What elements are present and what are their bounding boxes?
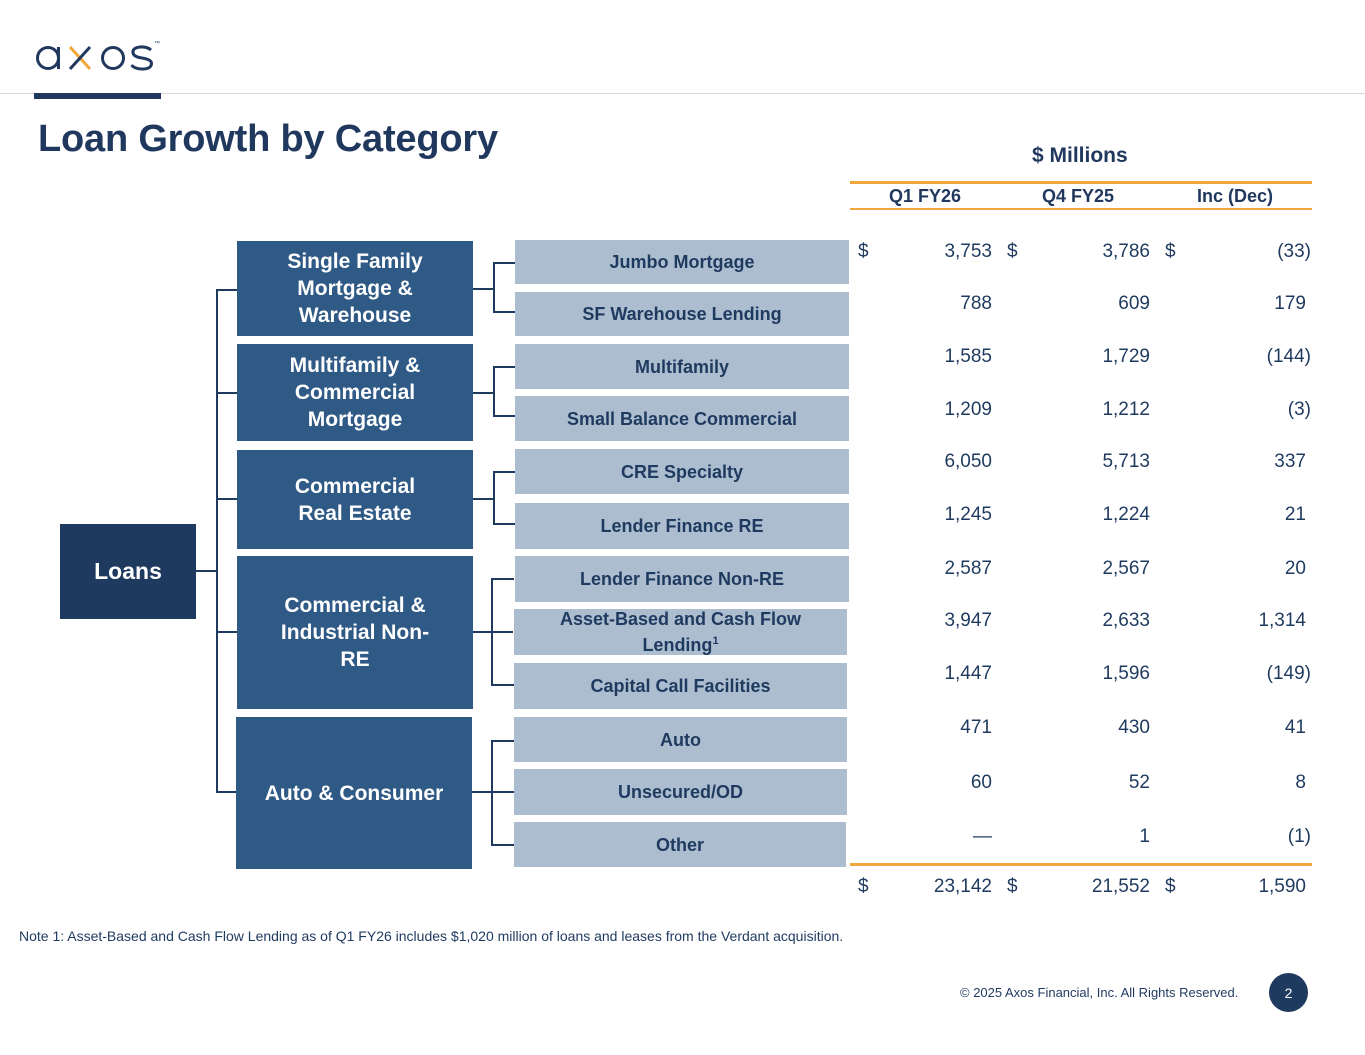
sub-label-wrap: Asset-Based and Cash Flow Lending1 [551,608,811,656]
sub-other: Other [514,822,846,867]
sub-label: Auto [660,729,701,750]
cell-inc-dec: 20 [1284,558,1306,579]
sub-label: Multifamily [634,356,729,377]
sub-label: Other [655,834,704,855]
category-label: Auto & Consumer [264,781,444,805]
total-rule [850,863,1312,866]
cell-q1-fy26: 2,587 [944,558,992,579]
logo-underline-bar [34,93,161,99]
category-single-family: Single Family Mortgage & Warehouse [237,241,473,336]
sub-sf-warehouse-lending: SF Warehouse Lending [515,292,849,336]
cell-q1-fy26: 1,585 [944,346,992,367]
cell-q4-fy25: 3,786 [1102,241,1150,262]
cell-q4-fy25: 1,224 [1102,504,1150,525]
cell-q4-fy25: 1 [1139,826,1150,847]
cell-inc-dec: (144) [1266,346,1311,367]
cell-inc-dec: 337 [1274,451,1306,472]
sub-label: Lender Finance Non-RE [579,569,785,589]
currency-symbol: $ [858,876,869,897]
category-commercial-industrial: Commercial & Industrial Non-RE [237,556,473,709]
cell-inc-dec: (33) [1277,241,1311,262]
cell-q4-fy25: 52 [1128,772,1150,793]
cell-inc-dec: 8 [1295,772,1306,793]
cell-inc-dec: (3) [1287,399,1311,420]
page-number: 2 [1269,973,1308,1012]
sub-label: Lender Finance RE [600,516,764,536]
currency-symbol: $ [858,241,869,262]
total-q1-fy26: 23,142 [933,876,992,897]
sub-multifamily: Multifamily [515,344,849,389]
axos-logo-graphic [36,45,153,71]
currency-symbol: $ [1165,241,1176,262]
sub-label: Asset-Based and Cash Flow Lending [559,609,802,655]
category-commercial-real-estate: Commercial Real Estate [237,450,473,549]
sub-label: Jumbo Mortgage [609,252,755,272]
column-header-q4-fy25: Q4 FY25 [1041,186,1115,206]
footnote: Note 1: Asset-Based and Cash Flow Lendin… [19,928,844,944]
cell-q4-fy25: 1,212 [1102,399,1150,420]
cell-q1-fy26: 1,447 [944,663,992,684]
cell-inc-dec: 179 [1274,293,1306,314]
cell-q4-fy25: 1,729 [1102,346,1150,367]
cell-q1-fy26: 60 [970,772,992,793]
cell-inc-dec: (1) [1287,826,1311,847]
cell-q4-fy25: 2,633 [1102,610,1150,631]
currency-symbol: $ [1007,241,1018,262]
cell-q1-fy26: 1,245 [944,504,992,525]
cell-q4-fy25: 430 [1118,717,1150,738]
logo-trademark: ™ [154,41,160,47]
total-inc-dec: 1,590 [1258,876,1306,897]
column-header-q1-fy26: Q1 FY26 [888,186,962,206]
cell-q4-fy25: 609 [1118,293,1150,314]
sub-cre-specialty: CRE Specialty [515,449,849,494]
page-title: Loan Growth by Category [38,118,498,160]
category-label: Commercial Real Estate [294,474,416,525]
cell-inc-dec: 1,314 [1258,610,1306,631]
column-header-inc-dec: Inc (Dec) [1196,186,1274,206]
cell-q1-fy26: 788 [960,293,992,314]
cell-q4-fy25: 5,713 [1102,451,1150,472]
category-auto-consumer: Auto & Consumer [236,717,472,869]
cell-q1-fy26: 3,947 [944,610,992,631]
cell-q4-fy25: 1,596 [1102,663,1150,684]
sub-label: Small Balance Commercial [566,408,798,429]
footnote-marker: 1 [712,635,719,647]
loans-root-box: Loans [60,524,196,619]
cell-q1-fy26: 471 [960,717,992,738]
cell-q1-fy26: 3,753 [944,241,992,262]
sub-label: Capital Call Facilities [590,676,771,696]
category-label: Commercial & Industrial Non-RE [280,594,430,671]
cell-inc-dec: 21 [1284,504,1306,525]
sub-label: Unsecured/OD [617,782,744,802]
cell-inc-dec: (149) [1266,663,1311,684]
units-label: $ Millions [1032,144,1128,167]
sub-label: SF Warehouse Lending [582,304,782,324]
cell-q1-fy26: 1,209 [944,399,992,420]
sub-lender-finance-non-re: Lender Finance Non-RE [515,556,849,602]
sub-lender-finance-re: Lender Finance RE [515,503,849,549]
category-label: Multifamily & Commercial Mortgage [289,354,421,431]
sub-small-balance-commercial: Small Balance Commercial [515,396,849,441]
sub-auto: Auto [514,717,847,762]
cell-q1-fy26: 6,050 [944,451,992,472]
sub-unsecured-od: Unsecured/OD [514,769,847,815]
category-label: Single Family Mortgage & Warehouse [287,250,423,327]
category-multifamily-commercial: Multifamily & Commercial Mortgage [237,344,473,441]
cell-inc-dec: 41 [1284,717,1306,738]
cell-q4-fy25: 2,567 [1102,558,1150,579]
copyright: © 2025 Axos Financial, Inc. All Rights R… [960,985,1239,1000]
sub-jumbo-mortgage: Jumbo Mortgage [515,240,849,284]
header-bottom-rule [850,208,1312,210]
axos-logo: ™ axos [35,38,165,78]
currency-symbol: $ [1165,876,1176,897]
sub-capital-call-facilities: Capital Call Facilities [514,663,847,709]
currency-symbol: $ [1007,876,1018,897]
sub-label: CRE Specialty [620,461,744,482]
header-top-rule [850,181,1312,184]
total-q4-fy25: 21,552 [1091,876,1150,897]
sub-asset-based-cash-flow: Asset-Based and Cash Flow Lending1 [514,609,847,655]
cell-q1-fy26: — [973,826,992,847]
header-rule [0,93,1365,94]
